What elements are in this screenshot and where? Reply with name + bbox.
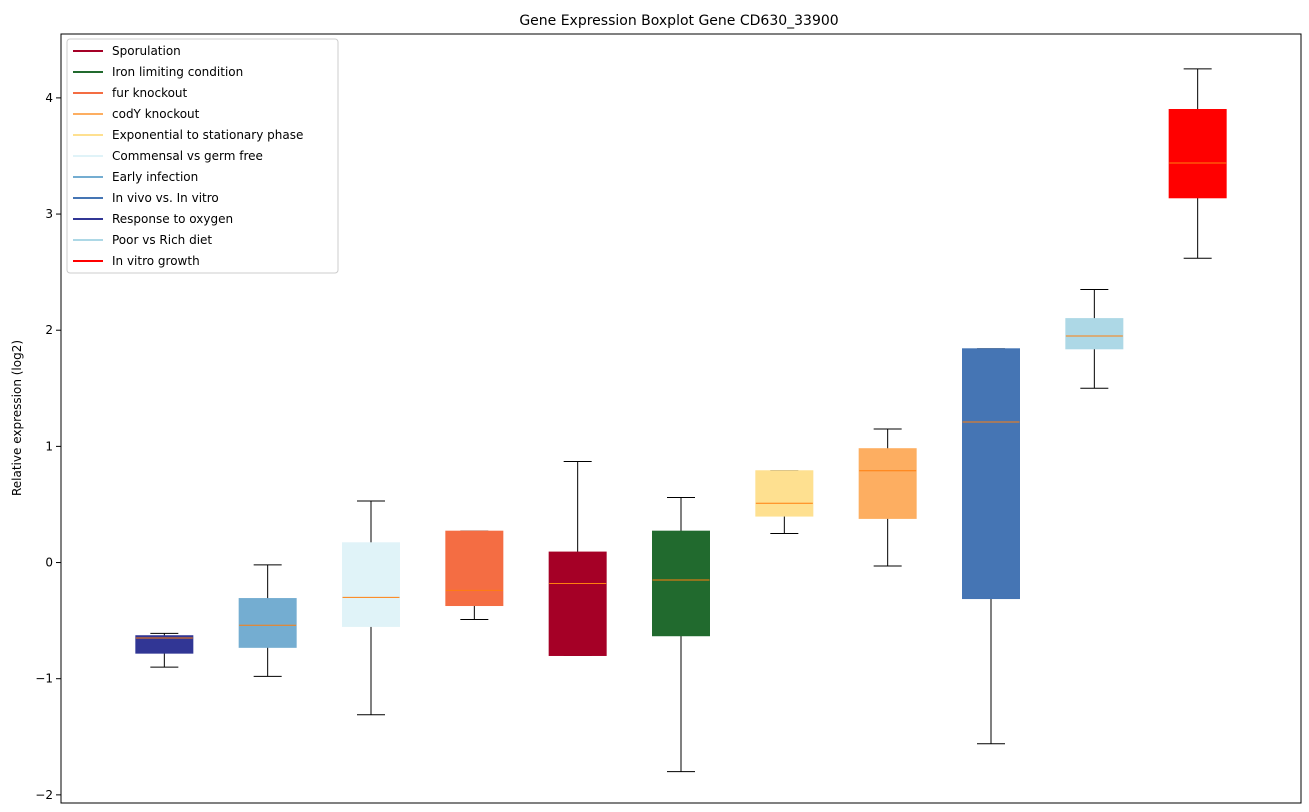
- plot-frame: [60, 33, 1302, 804]
- y-tick-label: 3: [45, 207, 53, 221]
- box: [858, 448, 917, 519]
- legend-label: Commensal vs germ free: [112, 149, 263, 163]
- legend-items: Sporulation Iron limiting condition fur kn…: [73, 44, 303, 268]
- y-axis-label: Relative expression (log2): [10, 340, 24, 496]
- legend-label: Exponential to stationary phase: [112, 128, 303, 142]
- box: [135, 635, 194, 654]
- legend-frame: [66, 38, 339, 274]
- y-tick-label: −1: [35, 672, 53, 686]
- y-tick-label: −2: [35, 788, 53, 802]
- box: [962, 348, 1020, 600]
- box: [445, 530, 504, 607]
- y-tick-label: 2: [45, 323, 53, 337]
- legend-label: In vitro growth: [112, 254, 200, 268]
- box: [548, 551, 607, 656]
- box: [342, 542, 400, 627]
- y-tick-label: 0: [45, 556, 53, 570]
- legend-label: codY knockout: [112, 107, 200, 121]
- box: [1065, 318, 1124, 350]
- y-axis: −2 −1 0 1 2 3 4: [35, 91, 61, 802]
- legend-label: In vivo vs. In vitro: [112, 191, 219, 205]
- legend-label: Early infection: [112, 170, 198, 184]
- y-tick-label: 4: [45, 91, 53, 105]
- box-group: [135, 68, 1227, 773]
- box: [1168, 109, 1227, 199]
- chart-title: Gene Expression Boxplot Gene CD630_33900: [519, 13, 838, 29]
- legend-label: fur knockout: [112, 86, 188, 100]
- box: [755, 470, 814, 517]
- y-tick-label: 1: [45, 439, 53, 453]
- box: [238, 598, 297, 648]
- legend: Sporulation Iron limiting condition fur kn…: [66, 38, 339, 274]
- legend-label: Sporulation: [112, 44, 181, 58]
- legend-label: Iron limiting condition: [112, 65, 243, 79]
- legend-label: Poor vs Rich diet: [112, 233, 212, 247]
- legend-label: Response to oxygen: [112, 212, 233, 226]
- box: [652, 530, 710, 637]
